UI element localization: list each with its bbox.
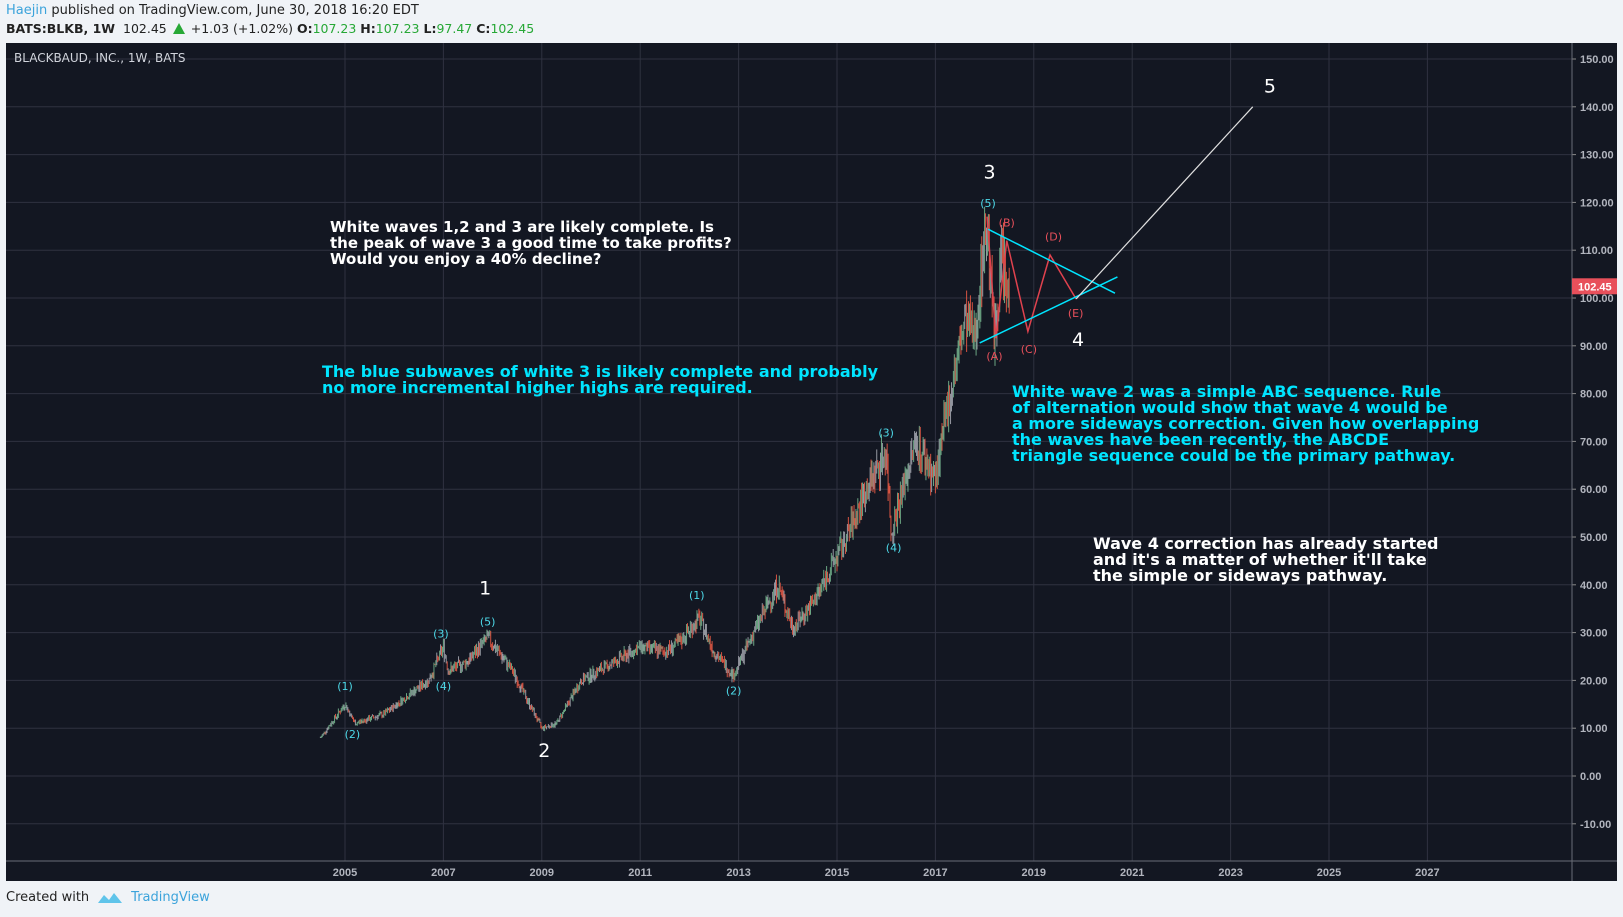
y-tick-label: 100.00 xyxy=(1580,293,1614,305)
wave-label: (5) xyxy=(980,197,996,210)
wave-label: 1 xyxy=(479,577,491,599)
y-tick-label: -10.00 xyxy=(1580,819,1611,831)
wave-label: 4 xyxy=(1072,329,1084,351)
y-tick-label: 140.00 xyxy=(1580,102,1614,114)
wave-label: (A) xyxy=(986,350,1002,363)
up-triangle-icon xyxy=(172,23,185,34)
tradingview-link[interactable]: TradingView xyxy=(131,889,210,905)
last-price: 102.45 xyxy=(123,21,167,36)
wave-label: (D) xyxy=(1045,231,1062,244)
footer: Created with TradingView xyxy=(6,889,210,905)
y-tick-label: 110.00 xyxy=(1580,245,1613,257)
wave-label: 3 xyxy=(983,162,995,184)
wave-label: 2 xyxy=(538,740,550,762)
symbol-label: BATS:BLKB, 1W xyxy=(6,21,116,36)
y-tick-label: 40.00 xyxy=(1580,580,1608,592)
wave5-projection-line xyxy=(1075,106,1254,300)
wave-label: (1) xyxy=(689,589,705,602)
created-with-text: Created with xyxy=(6,889,90,905)
last-price-badge xyxy=(1572,278,1617,295)
y-tick-label: 30.00 xyxy=(1580,628,1608,640)
wave-label: (2) xyxy=(726,685,742,698)
close-label: C: xyxy=(476,21,491,36)
wave-label: (5) xyxy=(480,615,496,628)
low-label: L: xyxy=(423,21,437,36)
publish-info: Haejin published on TradingView.com, Jun… xyxy=(6,3,419,18)
triangle-upper-line xyxy=(987,228,1116,294)
high-value: 107.23 xyxy=(375,21,420,36)
triangle-lower-line xyxy=(979,276,1118,344)
wave-label: (C) xyxy=(1021,343,1037,356)
x-tick-label: 2025 xyxy=(1317,867,1341,879)
y-tick-label: 0.00 xyxy=(1580,771,1601,783)
y-tick-label: 80.00 xyxy=(1580,389,1608,401)
wave-label: (3) xyxy=(878,427,894,440)
last-price-label: 102.45 xyxy=(1578,281,1612,293)
y-tick-label: 120.00 xyxy=(1580,197,1614,209)
high-label: H: xyxy=(360,21,376,36)
chart-pane[interactable]: 150.00 140.00 130.00 120.00 110.00 100.00 90.0… xyxy=(6,43,1617,881)
x-tick-label: 2027 xyxy=(1415,867,1439,879)
x-tick-label: 2007 xyxy=(431,867,455,879)
x-tick-label: 2005 xyxy=(333,867,357,879)
y-tick-label: 20.00 xyxy=(1580,675,1608,687)
x-tick-label: 2011 xyxy=(628,867,652,879)
wave-label: (4) xyxy=(436,680,452,693)
note-blue-subwaves: The blue subwaves of white 3 is likely c… xyxy=(322,362,879,397)
y-tick-label: 70.00 xyxy=(1580,436,1608,448)
wave-label: (B) xyxy=(999,216,1015,229)
wave-label: 5 xyxy=(1264,75,1276,97)
x-tick-label: 2009 xyxy=(530,867,554,879)
tradingview-logo-icon xyxy=(98,893,123,903)
note-alternation: White wave 2 was a simple ABC sequence. … xyxy=(1012,382,1480,465)
author-link[interactable]: Haejin xyxy=(6,3,48,18)
y-tick-label: 130.00 xyxy=(1580,150,1614,162)
y-tick-label: 50.00 xyxy=(1580,532,1608,544)
x-tick-label: 2021 xyxy=(1120,867,1144,879)
note-wave4: Wave 4 correction has already started an… xyxy=(1093,534,1439,585)
x-tick-label: 2017 xyxy=(923,867,947,879)
symbol-info-bar: BATS:BLKB, 1W 102.45 +1.03 (+1.02%) O:10… xyxy=(6,21,534,36)
price-chart[interactable]: 150.00140.00130.00120.00110.00100.0090.0… xyxy=(6,43,1617,881)
wave-label: (3) xyxy=(433,627,449,640)
low-value: 97.47 xyxy=(436,21,473,36)
wave-label: (4) xyxy=(886,541,902,554)
publish-text: published on TradingView.com, June 30, 2… xyxy=(51,3,419,18)
wave-label: (E) xyxy=(1068,307,1084,320)
wave-label: (2) xyxy=(345,728,361,741)
x-tick-label: 2015 xyxy=(825,867,849,879)
y-tick-label: 10.00 xyxy=(1580,723,1608,735)
x-tick-label: 2019 xyxy=(1022,867,1046,879)
y-tick-label: 60.00 xyxy=(1580,484,1608,496)
open-value: 107.23 xyxy=(312,21,357,36)
y-tick-label: 90.00 xyxy=(1580,341,1608,353)
wave-label: (1) xyxy=(337,680,353,693)
y-tick-label: 150.00 xyxy=(1580,54,1614,66)
close-value: 102.45 xyxy=(490,21,535,36)
x-tick-label: 2023 xyxy=(1218,867,1242,879)
chart-title: BLACKBAUD, INC., 1W, BATS xyxy=(14,51,185,65)
candles xyxy=(319,206,1010,739)
open-label: O: xyxy=(296,21,313,36)
note-white-waves: White waves 1,2 and 3 are likely complet… xyxy=(330,218,732,268)
price-change: +1.03 (+1.02%) xyxy=(190,21,293,36)
x-tick-label: 2013 xyxy=(726,867,750,879)
